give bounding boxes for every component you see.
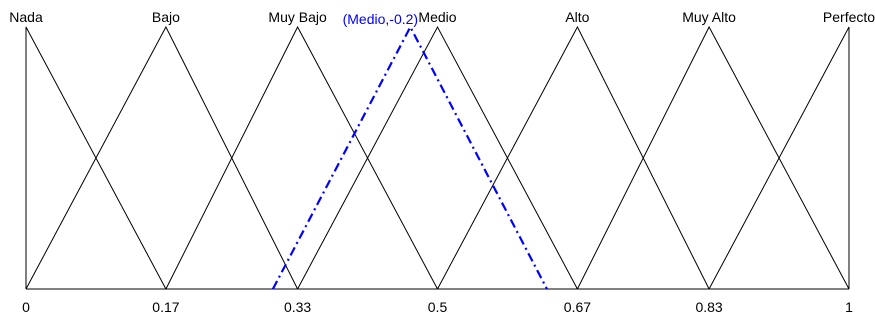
membership-triangle-nada bbox=[25, 26, 167, 290]
term-label: Bajo bbox=[152, 9, 180, 25]
term-label: Alto bbox=[565, 9, 589, 25]
highlight-triangle bbox=[271, 24, 548, 290]
membership-triangle-muy-alto bbox=[576, 25, 850, 290]
x-tick-label: 0.83 bbox=[695, 299, 722, 315]
term-label: Muy Alto bbox=[682, 9, 736, 25]
membership-triangle-medio bbox=[297, 25, 578, 290]
term-label: Perfecto bbox=[823, 9, 875, 25]
x-tick-label: 0.5 bbox=[428, 299, 448, 315]
membership-triangle-bajo bbox=[25, 25, 299, 290]
term-label: Medio bbox=[418, 9, 456, 25]
highlight-label: (Medio,-0.2) bbox=[343, 11, 418, 27]
x-tick-label: 0.33 bbox=[284, 299, 311, 315]
x-tick-label: 0 bbox=[22, 299, 30, 315]
x-tick-label: 0.17 bbox=[152, 299, 179, 315]
term-label: Muy Bajo bbox=[268, 9, 327, 25]
x-tick-label: 1 bbox=[845, 299, 853, 315]
membership-triangle-perfecto bbox=[708, 26, 850, 290]
membership-triangle-alto bbox=[437, 25, 710, 290]
membership-triangle-muy-bajo bbox=[165, 25, 438, 290]
term-label: Nada bbox=[9, 9, 43, 25]
x-tick-label: 0.67 bbox=[564, 299, 591, 315]
